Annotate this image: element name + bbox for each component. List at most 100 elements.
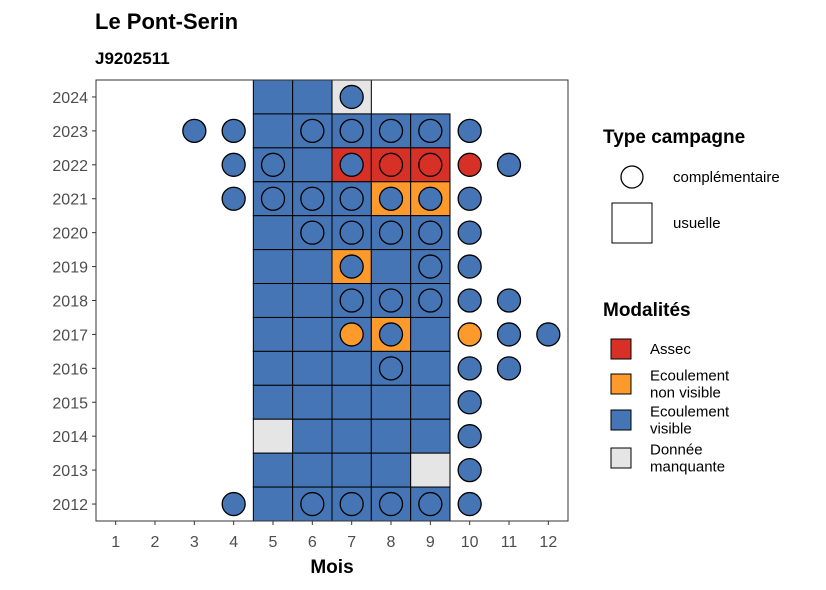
point-2018-11 [496,288,522,313]
tile-2013-5 [252,452,294,488]
point-2023-8 [378,118,404,144]
legend-label-donnee-manquante: Donnée manquante [650,442,725,476]
legend-color-title: Modalités [603,300,691,321]
tile-2018-6 [292,283,333,318]
chart-title: Le Pont-Serin [95,9,238,34]
point-2014-10 [457,424,482,449]
point-2018-9 [418,288,443,313]
point-2023-10 [457,118,482,144]
point-2023-9 [418,118,443,144]
point-2017-10 [457,322,482,347]
y-tick-label-2016: 2016 [52,361,88,378]
point-2020-7 [339,220,364,245]
y-tick-label-2020: 2020 [52,226,88,243]
point-2016-8 [378,356,404,381]
point-2018-8 [378,288,404,313]
point-2017-8 [378,322,404,347]
y-tick-label-2014: 2014 [52,429,88,446]
legend-swatch-ecoulement-visible [610,409,632,431]
point-2023-7 [339,118,364,144]
point-2013-10 [457,457,482,483]
point-2015-10 [457,390,482,415]
legend-key-complementaire [620,165,644,189]
point-2021-8 [378,186,404,211]
tile-2024-6 [292,79,333,115]
point-2017-11 [496,322,522,347]
tile-2016-7 [331,350,372,386]
point-2023-6 [300,118,325,144]
point-2023-3 [182,118,207,144]
point-2022-7 [339,152,364,177]
tile-2015-6 [292,384,333,420]
tile-2024-5 [252,79,294,115]
legend-label-ecoulement-visible: Ecoulement visible [650,404,730,438]
tile-2023-5 [252,113,294,149]
point-2020-9 [418,220,443,245]
point-2020-10 [457,220,482,245]
tile-2014-6 [292,418,333,454]
tile-2014-8 [370,418,412,454]
tile-2017-6 [292,316,333,352]
point-2022-4 [221,152,246,177]
x-tick-label-3: 3 [190,534,199,551]
usuelle-tiles [252,79,451,522]
point-2016-11 [496,356,522,381]
legend-key-usuelle [611,202,653,244]
point-2017-7 [339,322,364,347]
point-2022-5 [260,152,286,177]
complementaire-points [182,84,561,517]
y-axis: 2012 2013 2014 2015 2016 2017 2018 2019 2020 2021… [52,90,96,514]
y-tick-label-2017: 2017 [52,327,88,344]
x-tick-label-5: 5 [269,534,278,551]
tile-2022-6 [292,147,333,183]
tile-2013-9 [410,452,451,488]
y-tick-label-2012: 2012 [52,497,88,514]
tile-2015-8 [370,384,412,420]
point-2012-9 [418,491,443,517]
tile-2013-7 [331,452,372,488]
point-2021-9 [418,186,443,211]
point-2021-4 [221,186,246,211]
point-2012-4 [221,491,246,517]
tile-2013-6 [292,452,333,488]
x-tick-label-2: 2 [151,534,160,551]
point-2023-4 [221,118,246,144]
point-2012-8 [378,491,404,517]
tile-2020-5 [252,215,294,251]
tile-2014-5 [252,418,294,454]
tile-2016-5 [252,350,294,386]
point-2019-10 [457,254,482,279]
legend: Type campagne complémentaire usuelle Modali… [603,127,780,476]
point-2021-7 [339,186,364,211]
tile-2015-9 [410,384,451,420]
x-tick-label-1: 1 [111,534,120,551]
tile-2018-5 [252,283,294,318]
y-tick-label-2021: 2021 [52,192,88,209]
point-2017-12 [536,322,561,347]
tile-2019-6 [292,249,333,285]
point-2012-6 [300,491,325,517]
chart-subtitle: J9202511 [95,49,170,68]
x-tick-label-4: 4 [229,534,238,551]
y-tick-label-2015: 2015 [52,395,88,412]
point-2018-10 [457,288,482,313]
y-tick-label-2013: 2013 [52,463,88,480]
point-2021-5 [260,186,286,211]
legend-shape-title: Type campagne [603,127,745,148]
point-2012-7 [339,491,364,517]
y-tick-label-2024: 2024 [52,90,88,107]
x-tick-label-7: 7 [347,534,356,551]
point-2020-8 [378,220,404,245]
tile-2017-9 [410,316,451,352]
point-2022-9 [418,152,443,177]
point-2022-8 [378,152,404,177]
x-tick-label-6: 6 [308,534,317,551]
x-tick-label-12: 12 [539,534,557,551]
tile-2019-8 [370,249,412,285]
tile-2016-9 [410,350,451,386]
x-tick-label-10: 10 [461,534,479,551]
x-axis: 1 2 3 4 5 6 7 8 9 10 11 12 [111,521,557,551]
point-2012-10 [457,491,482,517]
tile-2014-9 [410,418,451,454]
